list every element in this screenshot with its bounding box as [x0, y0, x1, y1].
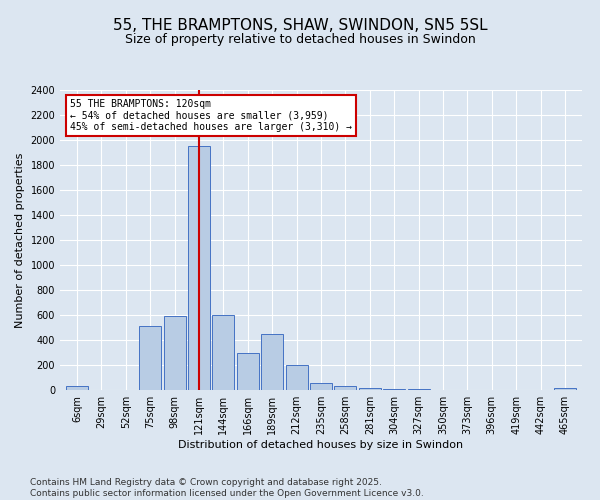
Bar [237, 352, 259, 390]
Bar [383, 389, 405, 390]
Bar [554, 388, 576, 390]
Bar [66, 386, 88, 390]
Bar [261, 334, 283, 390]
Bar [139, 326, 161, 390]
Bar [286, 365, 308, 390]
Bar [212, 315, 235, 390]
Bar [188, 146, 210, 390]
Bar [310, 382, 332, 390]
Text: 55, THE BRAMPTONS, SHAW, SWINDON, SN5 5SL: 55, THE BRAMPTONS, SHAW, SWINDON, SN5 5S… [113, 18, 487, 32]
X-axis label: Distribution of detached houses by size in Swindon: Distribution of detached houses by size … [178, 440, 464, 450]
Bar [334, 386, 356, 390]
Bar [164, 316, 185, 390]
Y-axis label: Number of detached properties: Number of detached properties [15, 152, 25, 328]
Text: Size of property relative to detached houses in Swindon: Size of property relative to detached ho… [125, 32, 475, 46]
Bar [407, 389, 430, 390]
Bar [359, 388, 381, 390]
Text: Contains HM Land Registry data © Crown copyright and database right 2025.
Contai: Contains HM Land Registry data © Crown c… [30, 478, 424, 498]
Text: 55 THE BRAMPTONS: 120sqm
← 54% of detached houses are smaller (3,959)
45% of sem: 55 THE BRAMPTONS: 120sqm ← 54% of detach… [70, 99, 352, 132]
